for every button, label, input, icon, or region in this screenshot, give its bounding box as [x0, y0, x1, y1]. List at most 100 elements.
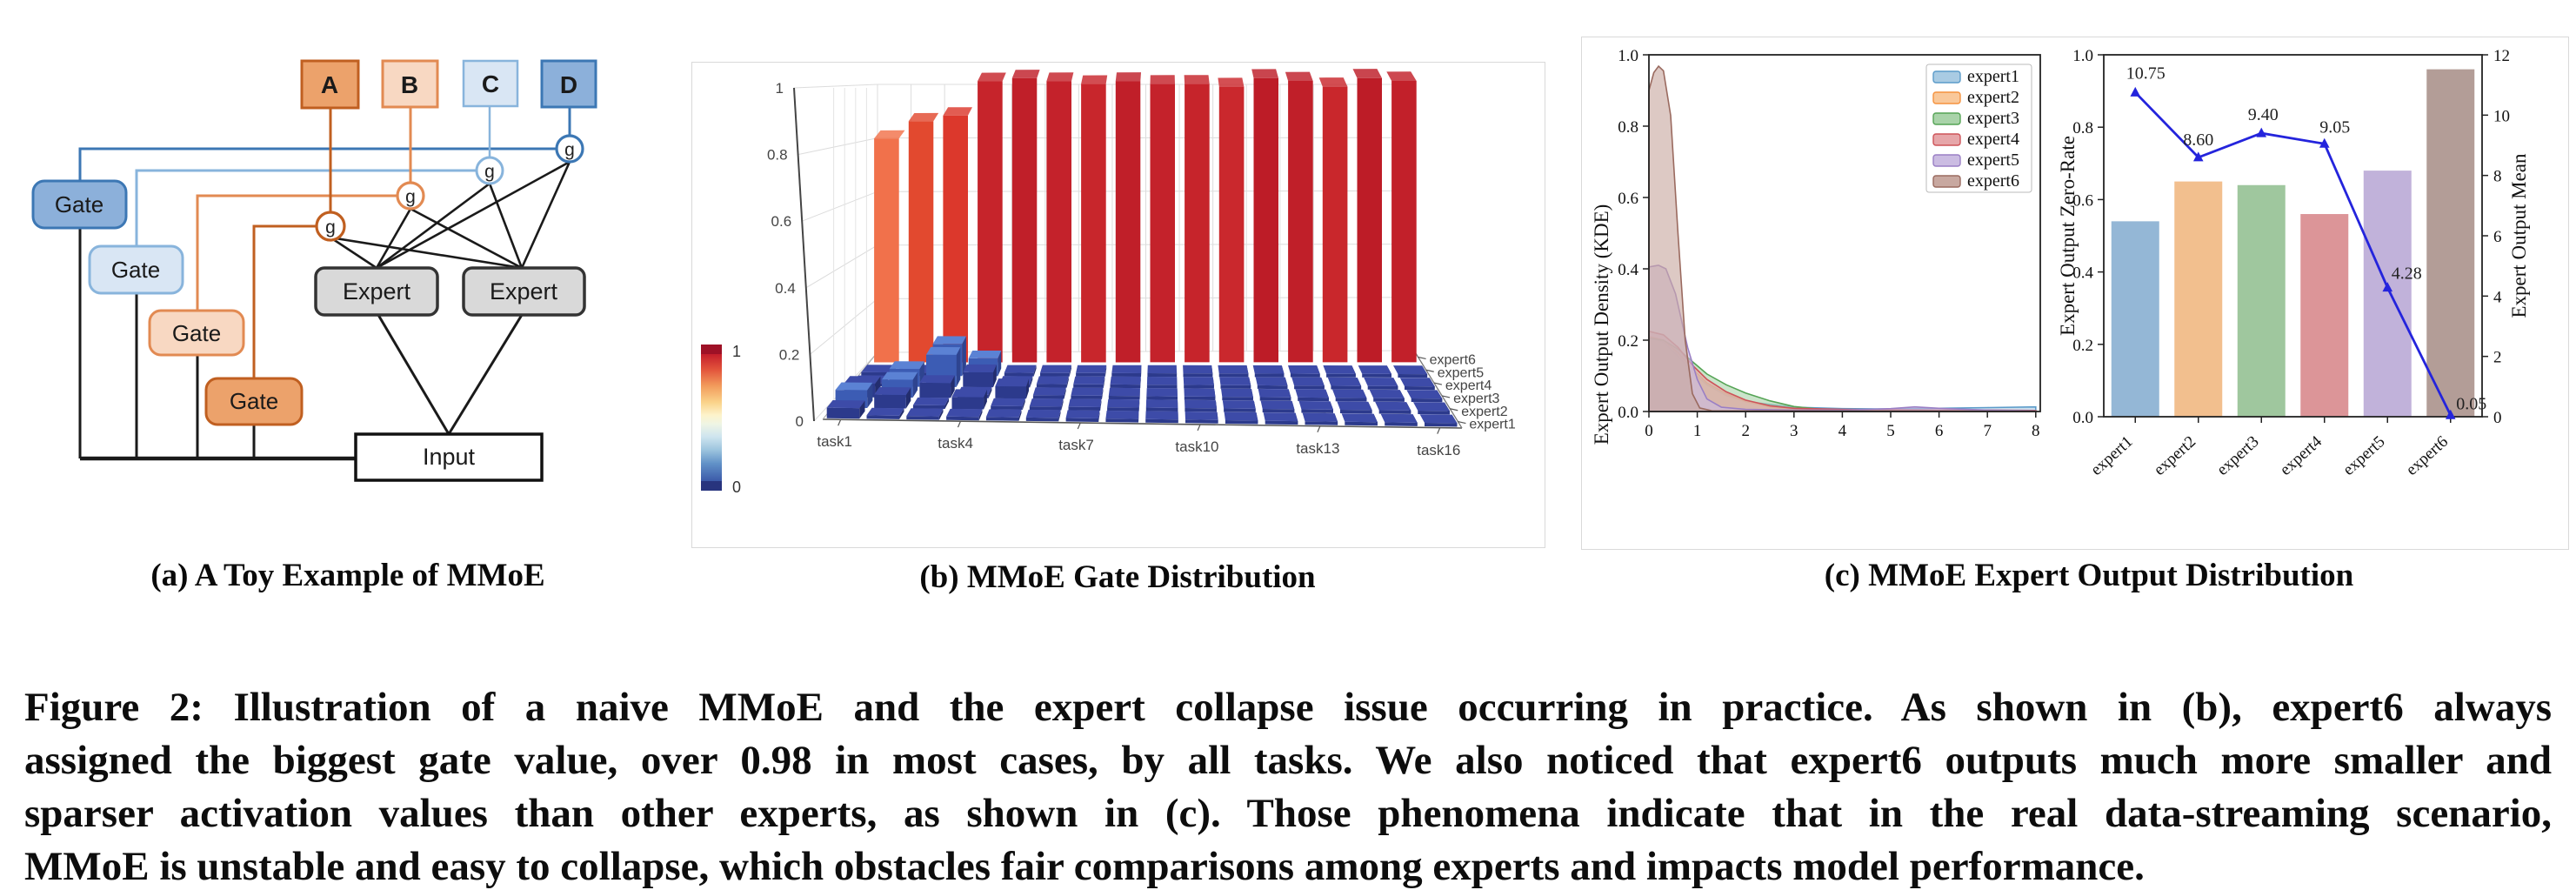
gate-tile-front-e1-t15 — [1385, 422, 1418, 426]
gate-tile-side — [1058, 410, 1061, 422]
gate-tile-front-e2-t7 — [1068, 406, 1101, 411]
x-tick — [838, 419, 842, 426]
bar-ytick-left-label: 0.8 — [2072, 119, 2093, 137]
gate-tile-front-e5-t9 — [1147, 373, 1178, 378]
gate-tile-top — [1380, 413, 1418, 423]
colorbar-gradient — [701, 354, 722, 481]
gate-bar-top-task13 — [1285, 71, 1313, 81]
route-line-c-gate2 — [135, 169, 477, 246]
gate-box-3-label: Gate — [172, 320, 221, 346]
gate-tile-top — [951, 389, 987, 398]
gate-tile-front-e5-t5 — [1004, 372, 1034, 377]
x-tick-label: task13 — [1296, 440, 1339, 457]
gate-tile-top — [826, 400, 865, 409]
gate-tile-front-e1-t5 — [985, 417, 1019, 421]
gate-tile-top — [963, 364, 997, 372]
mean-value-label-expert3: 9.40 — [2248, 105, 2279, 124]
gate-tile-front-e5-t1 — [861, 371, 891, 376]
gate-tile-side — [867, 382, 873, 408]
task-box-d-label: D — [560, 71, 577, 98]
gate-tile-side — [962, 336, 966, 377]
gate-tile-front-e4-t11 — [1220, 385, 1251, 389]
gate-tile-front-e1-t4 — [946, 416, 979, 421]
gate-tile-front-e2-t11 — [1224, 408, 1256, 412]
gate-tile-front-e2-t2 — [874, 394, 906, 409]
kde-y-tick-label: 0.0 — [1618, 404, 1638, 422]
zero-rate-bar-expert5 — [2363, 171, 2412, 417]
gate-tile-side — [1061, 398, 1064, 411]
gate-tile-top — [1029, 398, 1064, 407]
gate-tile-top — [1185, 412, 1218, 420]
gate-distribution-3d-chart: 0 0.2 0.4 0.6 0.8 1 task1 task4 task7 task10 task1… — [701, 69, 1516, 496]
gate-tile-top — [1258, 389, 1291, 398]
expert-box-right — [462, 266, 586, 317]
g-node-d — [555, 134, 584, 164]
task-box-c — [462, 59, 519, 108]
gate-tile-top — [889, 361, 924, 370]
mmoe-diagram: A B C D Gate Gate Gate Gate g g g g — [31, 59, 597, 482]
gate-tile-top — [1406, 390, 1443, 399]
gate-bar-top-task5 — [1011, 70, 1040, 78]
gate-tile-top — [1375, 401, 1411, 411]
gate-tile-front-e1-t3 — [906, 416, 939, 420]
z-tick-label: 0.4 — [775, 280, 796, 297]
gate-tile-top — [1040, 365, 1071, 373]
gate-bar-expert6-task7 — [1081, 84, 1106, 363]
gate-tile-front-e5-t7 — [1076, 372, 1105, 377]
y-tick-label-expert2: expert2 — [1461, 405, 1507, 419]
caption-line-2: assigned the biggest gate value, over 0.… — [24, 738, 2552, 783]
gate-bar-top-task2 — [908, 112, 939, 122]
gate-tile-front-e1-t12 — [1265, 420, 1298, 425]
gate-tile-side — [1069, 365, 1071, 377]
gate-tile-front-e3-t6 — [1032, 395, 1064, 399]
y-tick-label-expert3: expert3 — [1453, 391, 1499, 406]
route-line-a-gate4 — [252, 224, 317, 378]
gate-bar-top-task16 — [1386, 71, 1417, 81]
mean-marker-expert5 — [2382, 282, 2393, 292]
gate-tile-top — [1255, 377, 1288, 386]
caption-line-1: Figure 2: Illustration of a naive MMoE a… — [24, 685, 2552, 730]
y-tick — [1418, 356, 1426, 360]
expert-box-right-label: Expert — [490, 278, 558, 304]
gate-tile-front-e5-t16 — [1398, 374, 1428, 378]
gate-bar-expert6-task16 — [1391, 81, 1417, 363]
gate-tile-side — [984, 389, 987, 410]
expert-box-left-label: Expert — [343, 278, 411, 304]
gate-tile-side — [978, 409, 983, 421]
x-tick — [1437, 427, 1441, 434]
gate-tile-front-e3-t7 — [1071, 395, 1102, 399]
gate-bar-top-task11 — [1218, 77, 1245, 87]
kde-x-tick-label: 0 — [1645, 422, 1653, 440]
kde-x-tick-label: 7 — [1983, 422, 1992, 440]
task-box-a — [300, 59, 360, 110]
gate-tile-front-e4-t8 — [1110, 384, 1141, 389]
g-node-d-label: g — [564, 140, 575, 160]
gate-tile-top — [1073, 376, 1105, 385]
g-node-b-label: g — [405, 187, 416, 207]
z-axis — [793, 87, 815, 422]
gate-tile-top — [1399, 378, 1435, 387]
gate-tile-front-e5-t12 — [1254, 373, 1285, 378]
gate-tile-side — [944, 398, 950, 409]
z-tick-label: 0 — [796, 413, 804, 430]
gate-tile-top — [882, 371, 918, 380]
gate-tile-top — [1068, 398, 1102, 407]
gate-bar-top-task6 — [1046, 72, 1074, 82]
gate-tile-front-e1-t6 — [1025, 417, 1059, 422]
colorbar-bottom-cap — [701, 481, 722, 491]
mean-value-label-expert1: 10.75 — [2126, 64, 2166, 83]
gate-bar-top-task3 — [943, 107, 972, 116]
gate-tile-top — [1184, 388, 1216, 397]
caption-line-3: sparser activation values than other exp… — [24, 791, 2552, 836]
gate-bar-expert6-task6 — [1046, 81, 1071, 363]
bar-x-tick-label-expert3: expert3 — [2213, 432, 2262, 479]
gate-tile-top — [1032, 387, 1066, 396]
bar-ytick-left-label: 0.6 — [2072, 191, 2093, 210]
y-tick-label-expert5: expert5 — [1438, 365, 1484, 380]
gate-tile-top — [844, 376, 881, 385]
gate-tile-front-e3-t9 — [1146, 396, 1178, 400]
colorbar-top-cap — [701, 345, 722, 354]
gate-tile-top — [1076, 365, 1107, 373]
gate-bar-expert6-task14 — [1322, 86, 1348, 363]
gate-to-input-lines — [78, 228, 357, 461]
